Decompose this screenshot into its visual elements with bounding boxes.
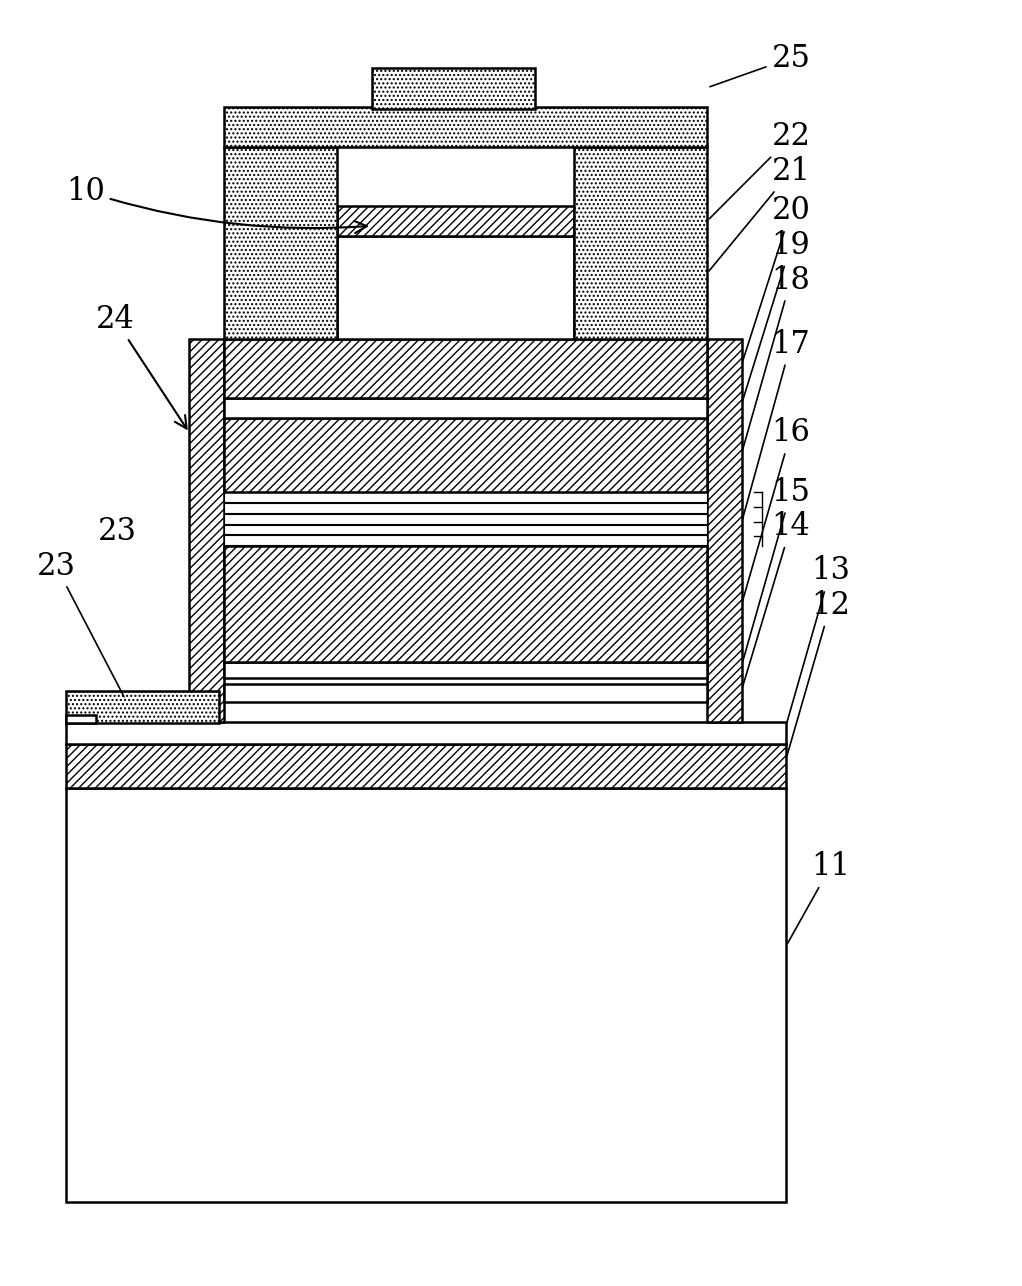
Text: 17: 17 — [743, 329, 810, 520]
Text: 24: 24 — [96, 303, 187, 428]
Bar — [189, 340, 224, 721]
Bar — [224, 418, 707, 493]
Text: 11: 11 — [788, 851, 850, 944]
Bar — [372, 68, 535, 109]
Bar — [66, 721, 786, 743]
Bar — [66, 715, 96, 723]
Text: 20: 20 — [743, 195, 810, 361]
Text: 25: 25 — [710, 42, 810, 86]
Bar — [224, 340, 707, 399]
Bar — [224, 662, 707, 678]
Text: 23: 23 — [98, 516, 137, 547]
Text: 19: 19 — [743, 230, 810, 401]
Bar — [337, 206, 574, 235]
Text: 16: 16 — [743, 418, 810, 601]
Text: 22: 22 — [709, 121, 810, 219]
Bar — [66, 743, 786, 788]
Text: 10: 10 — [66, 176, 367, 233]
Bar — [224, 514, 707, 523]
Bar — [337, 235, 574, 340]
Text: 14: 14 — [743, 511, 810, 687]
Bar — [224, 107, 707, 147]
Bar — [224, 503, 707, 513]
Bar — [224, 547, 707, 662]
Bar — [224, 399, 707, 418]
Text: 18: 18 — [743, 265, 810, 450]
Bar — [224, 684, 707, 702]
Bar — [224, 525, 707, 535]
Text: 12: 12 — [787, 590, 850, 756]
Bar — [224, 147, 337, 340]
Bar — [224, 493, 707, 502]
Text: 13: 13 — [787, 556, 850, 723]
Bar — [66, 692, 219, 723]
Bar — [66, 788, 786, 1202]
Text: 23: 23 — [37, 550, 124, 697]
Text: 15: 15 — [743, 477, 810, 662]
Bar — [707, 340, 742, 721]
Bar — [574, 147, 707, 340]
Text: 21: 21 — [709, 156, 810, 271]
Bar — [224, 535, 707, 545]
